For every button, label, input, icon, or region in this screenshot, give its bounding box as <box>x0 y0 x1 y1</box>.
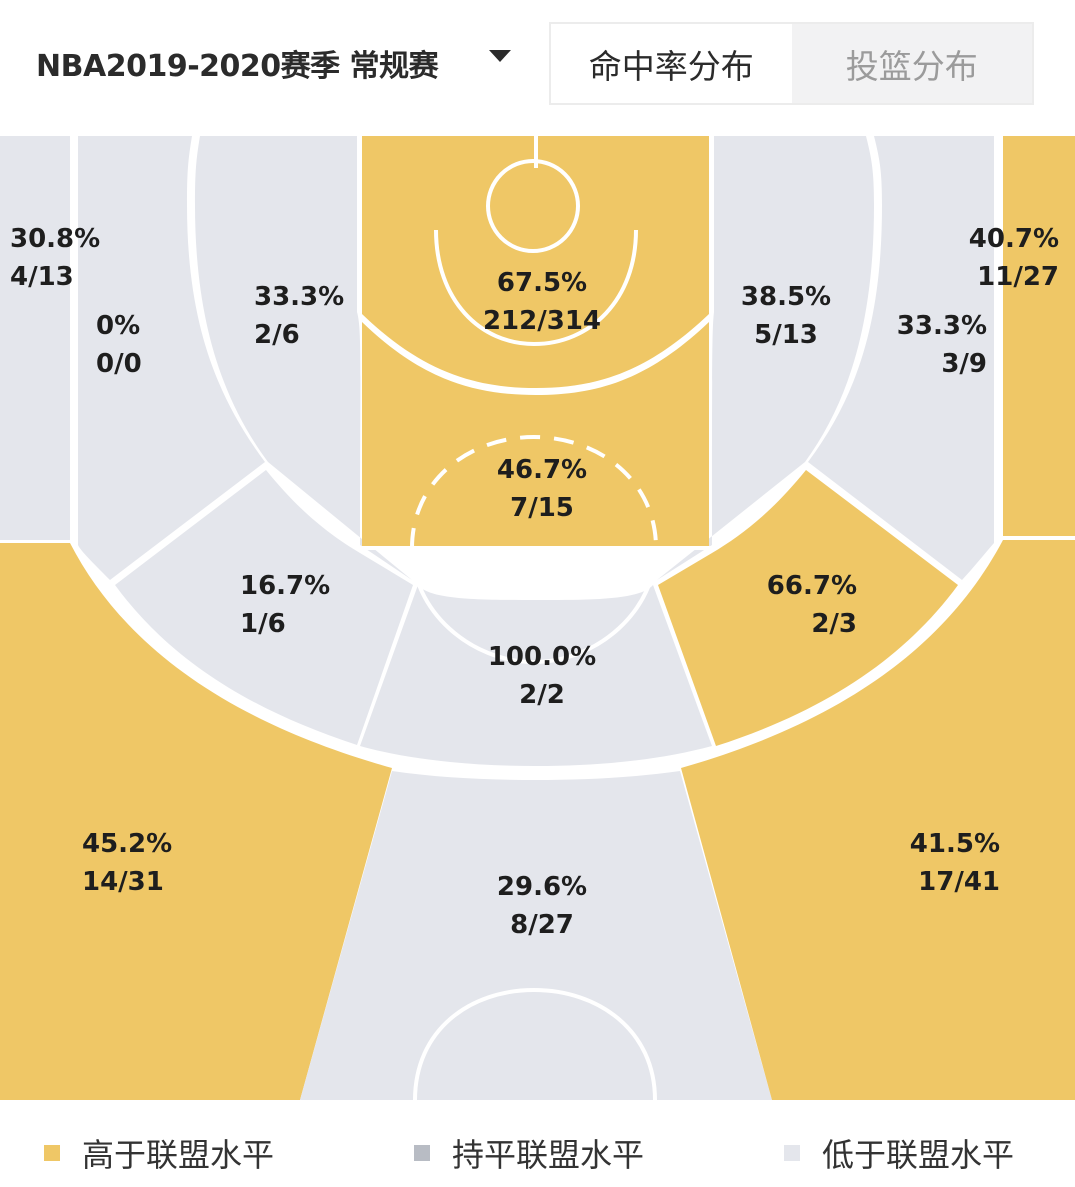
legend-label-below: 低于联盟水平 <box>822 1136 1015 1174</box>
zone-right-corner[interactable] <box>1003 136 1075 536</box>
zone-frac-top-three: 8/27 <box>510 910 574 940</box>
court-lines <box>360 136 712 1100</box>
zone-right-elbow[interactable] <box>658 470 958 746</box>
legend-label-above: 高于联盟水平 <box>82 1136 275 1174</box>
zone-frac-paint: 7/15 <box>510 493 574 523</box>
legend: 高于联盟水平 持平联盟水平 低于联盟水平 <box>0 1120 1075 1180</box>
zone-pct-left-wing-three: 45.2% <box>82 829 172 859</box>
zone-labels: 30.8% 4/13 0% 0/0 33.3% 2/6 67.5% 212/314 38.5% 5… <box>10 224 1059 940</box>
zone-pct-right-wing-three: 41.5% <box>910 829 1000 859</box>
legend-label-even: 持平联盟水平 <box>452 1136 645 1174</box>
center-circle <box>413 987 657 1100</box>
zone-frac-right-wing-three: 17/41 <box>918 867 1000 897</box>
zone-frac-right-corner: 11/27 <box>977 262 1059 292</box>
season-selector[interactable]: NBA2019-2020赛季 常规赛 <box>36 49 439 84</box>
zone-top-key[interactable] <box>360 585 712 766</box>
zone-pct-right-elbow: 66.7% <box>767 571 857 601</box>
tab-hit-rate[interactable]: 命中率分布 <box>551 24 792 103</box>
zone-left-corner[interactable] <box>0 136 70 540</box>
zone-restricted[interactable] <box>362 136 709 388</box>
zone-pct-left-mid: 33.3% <box>254 282 344 312</box>
zone-frac-right-elbow: 2/3 <box>811 609 857 639</box>
chevron-down-icon[interactable] <box>489 50 511 62</box>
legend-swatch-even <box>414 1145 430 1161</box>
zone-pct-right-baseline-mid: 33.3% <box>897 311 987 341</box>
legend-even: 持平联盟水平 <box>414 1130 644 1176</box>
free-throw-arc <box>410 547 658 665</box>
header: NBA2019-2020赛季 常规赛 命中率分布 投篮分布 <box>0 0 1075 135</box>
legend-below: 低于联盟水平 <box>784 1130 1014 1176</box>
tab-shot-distribution[interactable]: 投篮分布 <box>791 24 1032 103</box>
zone-left-baseline-mid[interactable] <box>78 136 265 580</box>
zone-pct-left-baseline-mid: 0% <box>96 311 140 341</box>
hoop-circle <box>486 159 580 253</box>
zone-frac-left-elbow: 1/6 <box>240 609 286 639</box>
zones-layer <box>0 136 1075 1100</box>
zone-right-baseline-mid[interactable] <box>808 136 994 580</box>
view-tabs: 命中率分布 投篮分布 <box>549 22 1034 105</box>
zone-frac-restricted: 212/314 <box>483 306 601 336</box>
zone-pct-paint: 46.7% <box>497 455 587 485</box>
zone-frac-left-baseline-mid: 0/0 <box>96 349 142 379</box>
zone-left-wing-three[interactable] <box>0 543 392 1100</box>
zone-paint[interactable] <box>362 322 709 548</box>
zone-pct-restricted: 67.5% <box>497 268 587 298</box>
zone-left-elbow[interactable] <box>115 470 413 745</box>
free-throw-arc-dashed <box>410 434 658 549</box>
legend-above: 高于联盟水平 <box>44 1130 274 1176</box>
zone-top-three[interactable] <box>300 771 772 1100</box>
zone-frac-left-corner: 4/13 <box>10 262 74 292</box>
zone-pct-top-three: 29.6% <box>497 872 587 902</box>
zone-frac-left-wing-three: 14/31 <box>82 867 164 897</box>
zone-pct-left-corner: 30.8% <box>10 224 100 254</box>
zone-right-mid[interactable] <box>657 136 874 580</box>
zone-frac-right-mid: 5/13 <box>754 320 818 350</box>
shot-chart: 30.8% 4/13 0% 0/0 33.3% 2/6 67.5% 212/314 38.5% 5… <box>0 136 1075 1100</box>
zone-pct-left-elbow: 16.7% <box>240 571 330 601</box>
zone-pct-top-key: 100.0% <box>488 642 596 672</box>
zone-frac-right-baseline-mid: 3/9 <box>941 349 987 379</box>
zone-frac-left-mid: 2/6 <box>254 320 300 350</box>
legend-swatch-above <box>44 1145 60 1161</box>
zone-right-wing-three[interactable] <box>681 540 1075 1100</box>
legend-swatch-below <box>784 1145 800 1161</box>
zone-pct-right-corner: 40.7% <box>969 224 1059 254</box>
zone-frac-top-key: 2/2 <box>519 680 565 710</box>
restricted-arc <box>434 229 638 347</box>
zone-left-mid[interactable] <box>195 136 412 580</box>
zone-pct-right-mid: 38.5% <box>741 282 831 312</box>
